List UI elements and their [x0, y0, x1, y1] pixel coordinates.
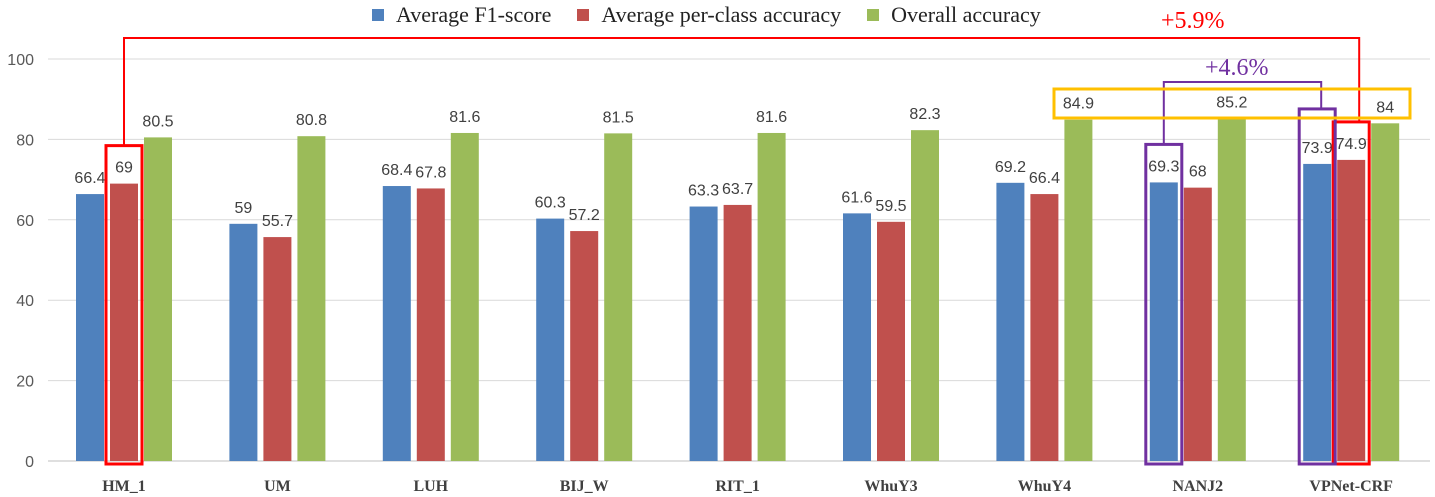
bar: [110, 183, 138, 461]
data-label: 82.3: [909, 106, 940, 123]
data-label: 73.9: [1302, 140, 1333, 157]
legend-label-f1: Average F1-score: [396, 2, 552, 27]
highlight-box-purple: [1297, 107, 1337, 466]
legend-label-overall: Overall accuracy: [891, 2, 1041, 27]
legend-label-per-class: Average per-class accuracy: [601, 2, 842, 27]
x-tick-label: WhuY4: [1018, 478, 1071, 495]
legend-swatch-per-class: [577, 9, 590, 21]
bar: [1064, 119, 1093, 462]
data-label: 60.3: [535, 195, 566, 212]
bar: [843, 213, 871, 461]
x-tick-label: RIT_1: [715, 478, 759, 495]
bar: [911, 130, 939, 462]
data-label: 68.4: [381, 162, 412, 179]
bar: [1183, 187, 1212, 461]
data-label: 61.6: [841, 189, 872, 206]
y-tick-label: 40: [16, 293, 34, 310]
data-label: 84.9: [1063, 96, 1094, 113]
annotation-purple: +4.6%: [1205, 55, 1269, 81]
data-label: 80.8: [296, 112, 327, 129]
data-label: 81.5: [603, 109, 634, 126]
bar: [536, 218, 565, 461]
y-tick-label: 100: [7, 52, 34, 69]
y-tick-label: 20: [16, 374, 34, 391]
data-label: 66.4: [74, 170, 105, 187]
comparison-connector-red: [123, 37, 1361, 146]
data-label: 63.3: [688, 183, 719, 200]
bar: [570, 231, 599, 461]
data-label: 84: [1376, 99, 1394, 116]
bar: [1303, 163, 1332, 461]
bar: [604, 133, 633, 461]
legend-item-per-class: Average per-class accuracy: [577, 2, 841, 28]
x-tick-label: WhuY3: [864, 478, 917, 495]
y-tick-label: 60: [16, 213, 34, 230]
bar: [229, 223, 258, 461]
legend-swatch-f1: [372, 9, 384, 21]
data-label: 66.4: [1029, 170, 1060, 187]
highlight-box-orange: [1052, 87, 1412, 120]
bar: [450, 132, 479, 461]
y-tick-label: 80: [16, 132, 34, 149]
x-tick-label: VPNet-CRF: [1309, 478, 1393, 495]
bar: [996, 182, 1025, 462]
bar: [382, 186, 411, 462]
bar: [689, 206, 718, 461]
bar: [1217, 118, 1246, 461]
bar: [1371, 123, 1400, 461]
bar: [1149, 182, 1178, 461]
bar: [1337, 159, 1366, 462]
data-label: 74.9: [1336, 136, 1367, 153]
data-label: 59: [235, 200, 253, 217]
comparison-connector-purple: [1162, 81, 1323, 145]
x-tick-label: HM_1: [102, 478, 146, 495]
bar: [416, 188, 445, 461]
legend-item-f1: Average F1-score: [372, 2, 551, 28]
bar: [297, 136, 326, 461]
bar: [263, 237, 292, 461]
x-tick-label: LUH: [413, 478, 448, 495]
bar: [877, 221, 905, 461]
y-tick-label: 0: [25, 454, 34, 471]
data-label: 69.2: [995, 159, 1026, 176]
data-label: 57.2: [569, 207, 600, 224]
data-label: 81.6: [756, 109, 787, 126]
bar: [723, 204, 752, 461]
bar: [757, 132, 786, 461]
data-label: 81.6: [449, 109, 480, 126]
legend-swatch-overall: [867, 9, 880, 21]
data-label: 69: [115, 160, 133, 177]
data-label: 67.8: [415, 164, 446, 181]
data-label: 55.7: [262, 213, 293, 230]
data-label: 80.5: [142, 113, 173, 130]
x-tick-label: NANJ2: [1172, 478, 1223, 495]
legend-item-overall: Overall accuracy: [867, 2, 1041, 28]
bar: [1030, 194, 1059, 461]
highlight-box-red: [1331, 120, 1371, 466]
bar: [144, 137, 172, 461]
data-label: 63.7: [722, 181, 753, 198]
x-tick-label: UM: [264, 478, 291, 495]
data-label: 85.2: [1216, 94, 1247, 111]
chart-legend: Average F1-score Average per-class accur…: [372, 2, 1067, 28]
bar: [76, 194, 104, 461]
data-label: 68: [1189, 164, 1207, 181]
x-tick-label: BIJ_W: [560, 478, 609, 495]
annotation-red: +5.9%: [1161, 8, 1225, 34]
data-label: 69.3: [1148, 158, 1179, 175]
data-label: 59.5: [875, 198, 906, 215]
